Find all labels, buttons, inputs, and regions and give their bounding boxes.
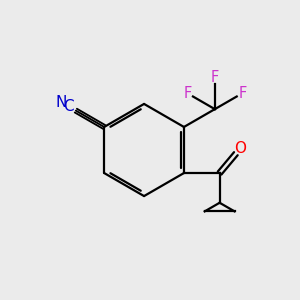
- Text: F: F: [211, 70, 219, 85]
- Text: N: N: [56, 95, 68, 110]
- Text: F: F: [238, 86, 247, 101]
- Text: F: F: [183, 86, 191, 101]
- Text: C: C: [63, 99, 74, 114]
- Text: O: O: [234, 141, 246, 156]
